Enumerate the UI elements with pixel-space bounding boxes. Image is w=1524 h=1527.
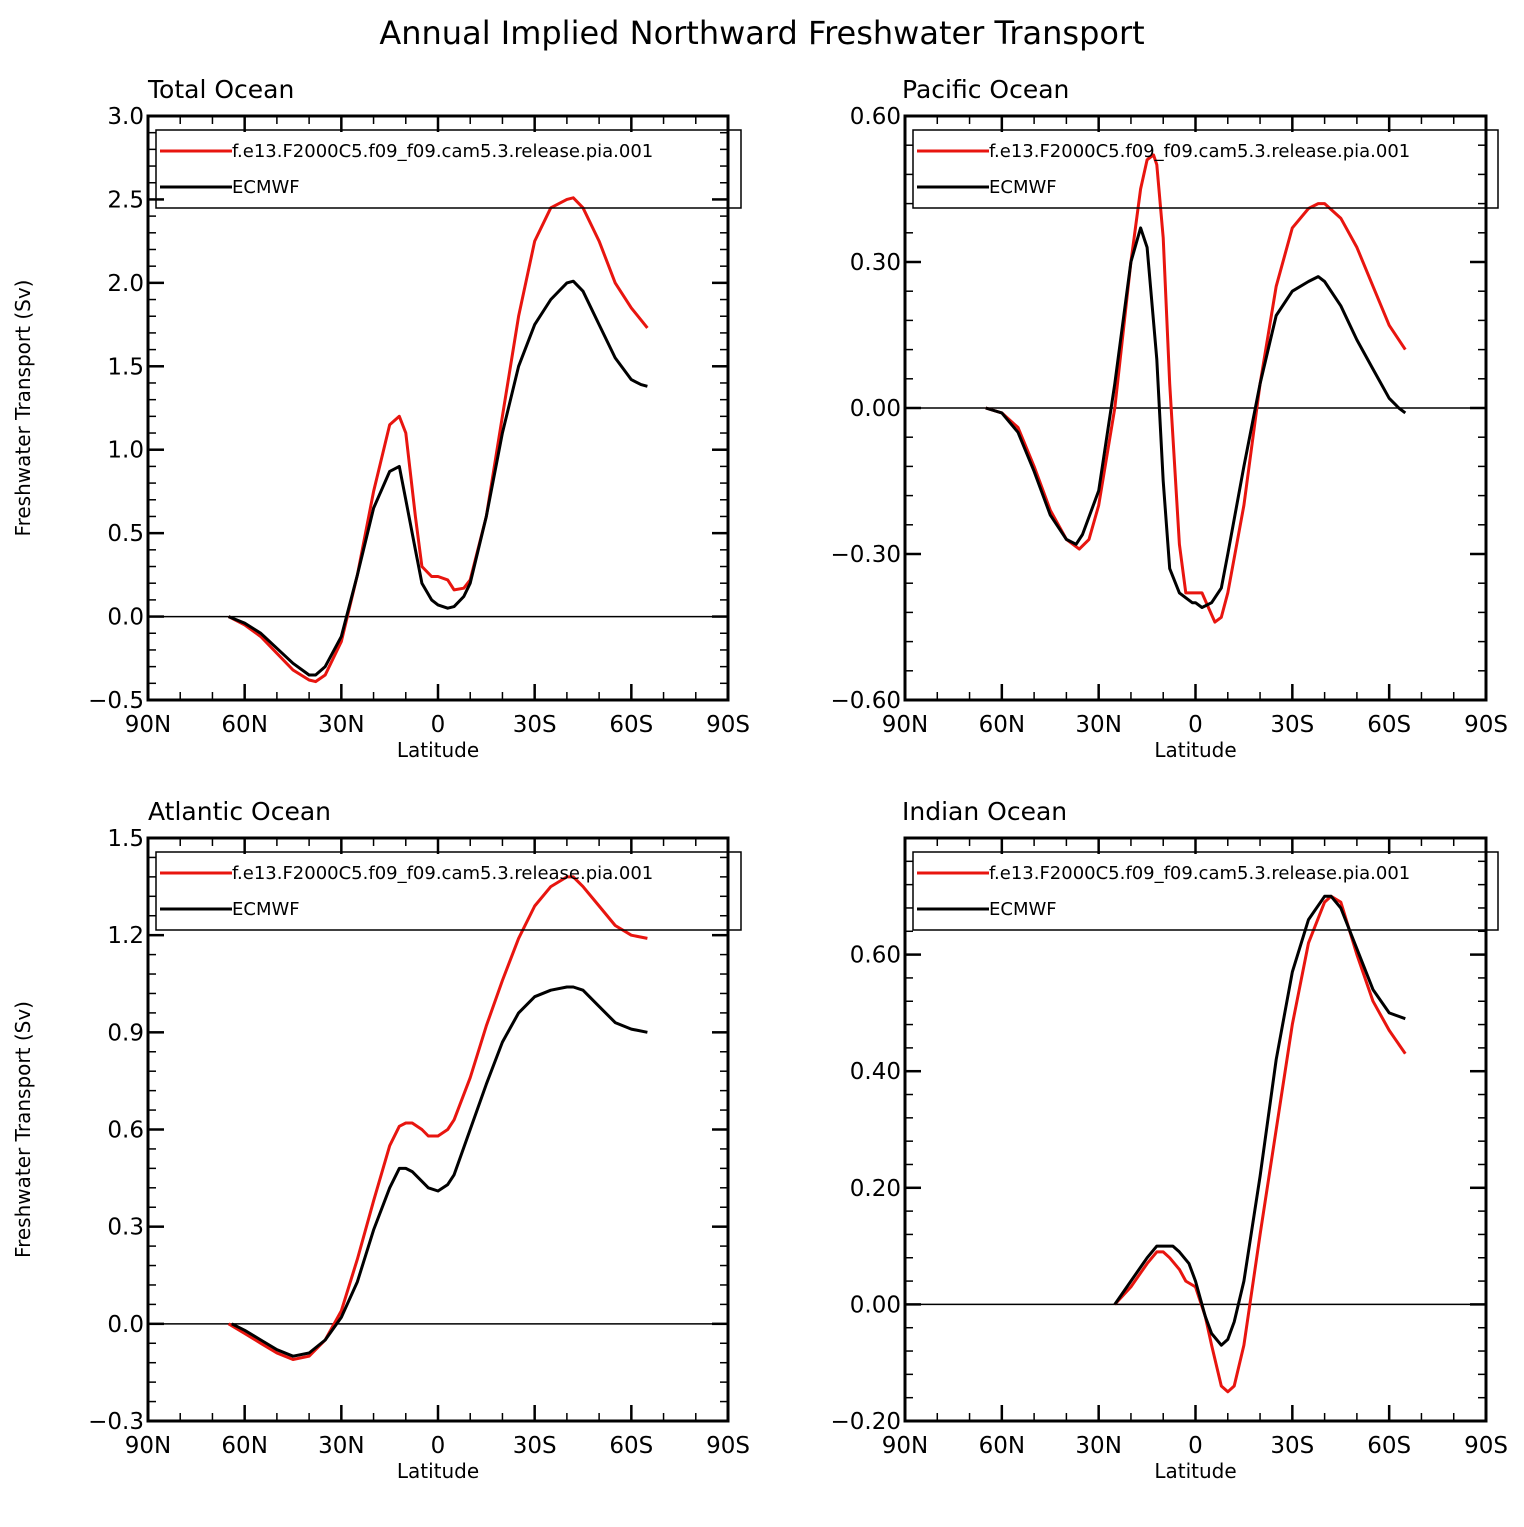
legend-label: f.e13.F2000C5.f09_f09.cam5.3.release.pia… (989, 863, 1410, 884)
legend-label: f.e13.F2000C5.f09_f09.cam5.3.release.pia… (989, 141, 1410, 162)
legend-box (912, 129, 1499, 209)
y-tick-label: −0.30 (831, 542, 901, 568)
x-tick-label: 60S (609, 1433, 653, 1459)
y-tick-label: 0.5 (107, 521, 144, 547)
panel-title: Indian Ocean (902, 797, 1067, 826)
x-tick-label: 30S (1270, 1433, 1314, 1459)
x-tick-label: 90N (125, 712, 171, 738)
x-tick-label: 0 (431, 712, 446, 738)
x-tick-label: 30S (513, 712, 557, 738)
legend-box (155, 851, 742, 931)
legend-label: f.e13.F2000C5.f09_f09.cam5.3.release.pia… (232, 863, 653, 884)
model-series-line (227, 875, 648, 1361)
ecmwf-series-line (228, 279, 648, 677)
model-series-line (1113, 894, 1407, 1394)
model-series-line (985, 153, 1407, 624)
x-tick-label: 90N (882, 1433, 928, 1459)
y-tick-label: 0.20 (850, 1176, 901, 1202)
x-tick-label: 60N (221, 1433, 267, 1459)
y-axis-label: Freshwater Transport (Sv) (11, 280, 35, 537)
y-tick-label: 0.6 (107, 1118, 144, 1144)
y-tick-label: 0.30 (850, 250, 901, 276)
legend: f.e13.F2000C5.f09_f09.cam5.3.release.pia… (912, 851, 1499, 931)
ecmwf-series-line (231, 985, 648, 1358)
legend-label: f.e13.F2000C5.f09_f09.cam5.3.release.pia… (232, 141, 653, 162)
x-tick-label: 30S (513, 1433, 557, 1459)
x-axis-label: Latitude (1154, 1459, 1236, 1483)
y-tick-label: 0.9 (107, 1020, 144, 1046)
legend: f.e13.F2000C5.f09_f09.cam5.3.release.pia… (912, 129, 1499, 209)
y-tick-label: 3.0 (107, 104, 144, 130)
panel-1: Pacific Ocean −0.60 −0.30 0.00 0.30 0.60 90N 60… (831, 75, 1508, 762)
y-tick-label: −0.20 (831, 1409, 901, 1435)
x-tick-label: 60S (1367, 1433, 1411, 1459)
plot-frame (903, 836, 1488, 1423)
y-tick-label: 0.0 (107, 1312, 144, 1338)
legend-box (155, 129, 742, 209)
x-tick-label: 90S (706, 712, 750, 738)
y-tick-label: 0.60 (850, 943, 901, 969)
y-axis-label: Freshwater Transport (Sv) (11, 1001, 35, 1258)
x-tick-label: 60S (609, 712, 653, 738)
figure-title: Annual Implied Northward Freshwater Tran… (379, 14, 1144, 52)
x-tick-label: 30N (1075, 712, 1121, 738)
panel-2: Atlantic Ocean −0.3 0.0 0.3 0.6 0.9 1.2 1.5 90N 6… (11, 797, 750, 1483)
y-tick-label: 0.00 (850, 396, 901, 422)
ecmwf-series-line (1113, 894, 1406, 1347)
x-axis-label: Latitude (397, 1459, 479, 1483)
y-tick-label: −0.60 (831, 688, 901, 714)
ecmwf-series-line (985, 226, 1407, 609)
y-tick-label: 0.3 (107, 1215, 144, 1241)
y-tick-label: 1.2 (107, 923, 144, 949)
x-tick-label: 60N (221, 712, 267, 738)
legend-label: ECMWF (232, 177, 300, 198)
legend-label: ECMWF (989, 899, 1057, 920)
panel-title: Atlantic Ocean (148, 797, 331, 826)
x-tick-label: 60N (979, 712, 1025, 738)
y-tick-label: 1.5 (107, 354, 144, 380)
x-tick-label: 30N (1075, 1433, 1121, 1459)
x-tick-label: 90S (1464, 1433, 1508, 1459)
model-series-line (227, 196, 649, 684)
panel-0: Total Ocean −0.5 0.0 0.5 1.0 1.5 2.0 2.5 3.0 90N 6… (11, 75, 750, 762)
legend: f.e13.F2000C5.f09_f09.cam5.3.release.pia… (155, 129, 742, 209)
y-tick-label: 0.0 (107, 605, 144, 631)
x-tick-label: 90N (882, 712, 928, 738)
x-axis-label: Latitude (397, 738, 479, 762)
x-tick-label: 60S (1367, 712, 1411, 738)
y-tick-label: 1.5 (107, 826, 144, 852)
x-tick-label: 30N (318, 712, 364, 738)
plot-frame (903, 114, 1488, 702)
panel-title: Pacific Ocean (902, 75, 1069, 104)
y-tick-label: −0.3 (88, 1409, 144, 1435)
legend-box (912, 851, 1499, 931)
x-tick-label: 90S (706, 1433, 750, 1459)
x-tick-label: 30S (1270, 712, 1314, 738)
plot-frame (146, 114, 730, 702)
plot-frame (146, 836, 730, 1423)
y-tick-label: −0.5 (88, 688, 144, 714)
x-tick-label: 0 (431, 1433, 446, 1459)
x-tick-label: 90N (125, 1433, 171, 1459)
x-tick-label: 60N (979, 1433, 1025, 1459)
panel-title: Total Ocean (147, 75, 294, 104)
x-tick-label: 90S (1464, 712, 1508, 738)
panels: Total Ocean −0.5 0.0 0.5 1.0 1.5 2.0 2.5 3.0 90N 6… (11, 75, 1508, 1483)
legend-label: ECMWF (989, 177, 1057, 198)
x-axis-label: Latitude (1154, 738, 1236, 762)
y-tick-label: 2.5 (107, 187, 144, 213)
panel-3: Indian Ocean −0.20 0.00 0.20 0.40 0.60 90N 60N 3… (831, 797, 1508, 1483)
y-tick-label: 1.0 (107, 438, 144, 464)
y-tick-label: 0.00 (850, 1292, 901, 1318)
x-tick-label: 0 (1188, 712, 1203, 738)
x-tick-label: 30N (318, 1433, 364, 1459)
legend-label: ECMWF (232, 899, 300, 920)
x-tick-label: 0 (1188, 1433, 1203, 1459)
legend: f.e13.F2000C5.f09_f09.cam5.3.release.pia… (155, 851, 742, 931)
y-tick-label: 0.40 (850, 1059, 901, 1085)
y-tick-label: 0.60 (850, 104, 901, 130)
y-tick-label: 2.0 (107, 271, 144, 297)
